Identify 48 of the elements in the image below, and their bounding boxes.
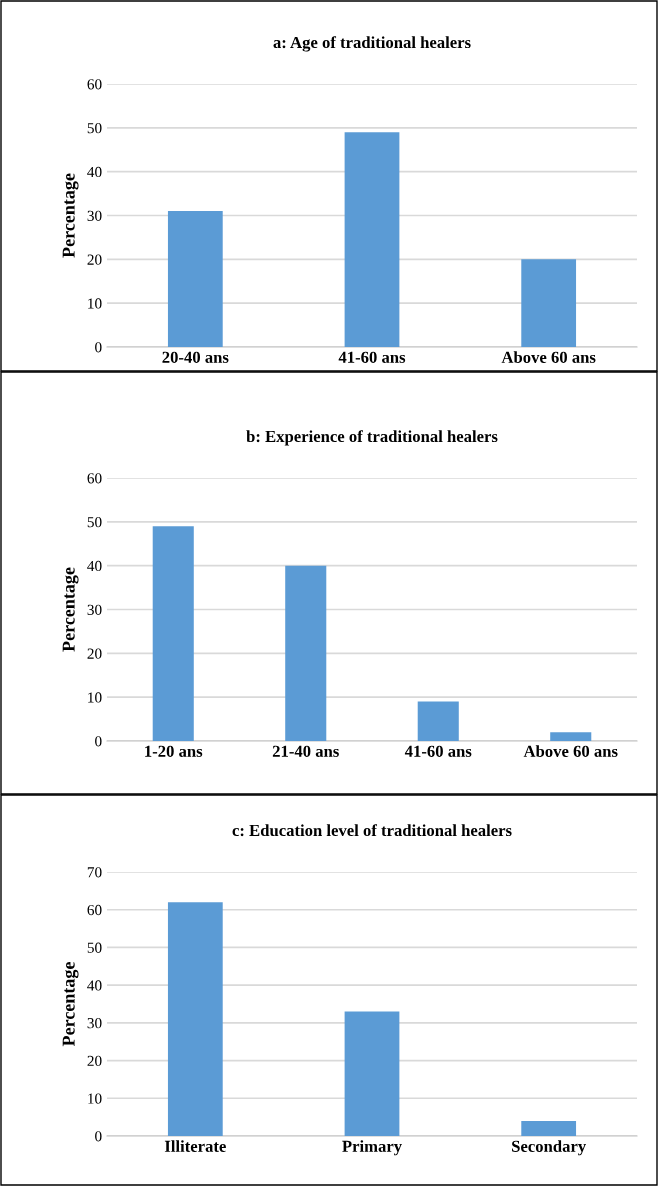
bar [167, 902, 223, 1136]
y-tick-label: 60 [87, 473, 102, 484]
x-tick-label: 21-40 ans [272, 745, 339, 757]
bar [550, 732, 592, 741]
y-tick-label: 60 [87, 904, 102, 916]
y-tick-label: 10 [88, 1093, 102, 1104]
x-tick-label: 41-60 ans [338, 351, 406, 363]
y-tick-label: 0 [95, 736, 102, 747]
bar [417, 701, 459, 741]
y-tick-label: 30 [87, 1018, 102, 1029]
x-tick-label: Above 60 ans [523, 745, 618, 757]
bar [521, 1120, 577, 1136]
y-axis-title: Percentage [62, 962, 79, 1047]
y-tick-label: 10 [88, 692, 102, 703]
x-tick-label: Illiterate [164, 1140, 226, 1152]
y-axis-title: Percentage [62, 567, 79, 652]
bar [152, 526, 194, 741]
x-tick-label: 41-60 ans [404, 745, 472, 757]
bar [285, 565, 327, 741]
x-tick-label: Primary [342, 1140, 402, 1156]
x-tick-label: Secondary [512, 1140, 587, 1156]
x-tick-label: Above 60 ans [501, 351, 596, 363]
bar [344, 132, 400, 347]
y-tick-label: 70 [87, 867, 102, 878]
chart-title: b: Experience of traditional healers [246, 430, 498, 446]
x-tick-label: 1-20 ans [145, 745, 203, 757]
y-axis-title: Percentage [62, 173, 79, 258]
y-tick-label: 20 [87, 648, 102, 659]
bar [344, 1011, 400, 1136]
chart-title: a: Age of traditional healers [273, 36, 471, 52]
y-tick-label: 40 [87, 166, 102, 178]
y-tick-label: 0 [95, 342, 102, 353]
bar [167, 211, 223, 347]
x-tick-label: 20-40 ans [162, 351, 229, 363]
y-tick-label: 50 [87, 942, 102, 953]
y-tick-label: 50 [87, 516, 102, 528]
y-tick-label: 40 [87, 980, 102, 991]
y-tick-label: 0 [95, 1131, 102, 1142]
y-tick-label: 20 [87, 1055, 102, 1067]
y-tick-label: 20 [87, 254, 102, 265]
bar [521, 259, 577, 347]
y-tick-label: 40 [87, 560, 102, 572]
y-tick-label: 10 [88, 298, 102, 309]
y-tick-label: 60 [87, 79, 102, 90]
y-tick-label: 30 [87, 604, 102, 615]
chart-title: c: Education level of traditional healers [232, 824, 512, 837]
y-tick-label: 50 [87, 122, 102, 134]
y-tick-label: 30 [87, 210, 102, 221]
